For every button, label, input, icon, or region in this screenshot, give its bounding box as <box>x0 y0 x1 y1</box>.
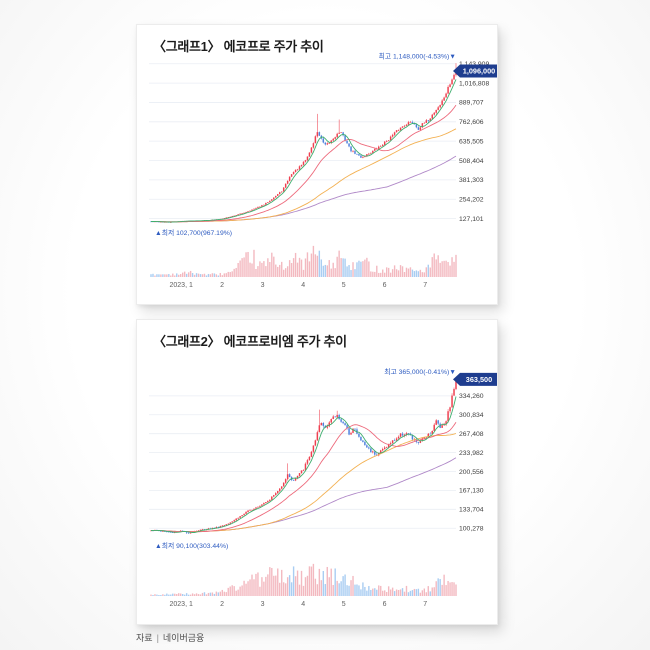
svg-text:233,982: 233,982 <box>459 450 484 457</box>
svg-text:5: 5 <box>342 601 346 608</box>
y-axis-labels: 334,260 300,834 267,408 233,982 200,556 167,1… <box>459 393 484 532</box>
high-annotation: 최고 1,148,000(-4.53%)▼ <box>379 52 456 61</box>
svg-text:167,130: 167,130 <box>459 488 484 495</box>
y-axis-labels: 1,143,9091,016,808889,707762,606635,5055… <box>459 61 489 223</box>
svg-text:6: 6 <box>383 601 387 608</box>
svg-text:3: 3 <box>261 282 265 289</box>
svg-text:267,408: 267,408 <box>459 431 484 438</box>
svg-text:635,505: 635,505 <box>459 138 484 145</box>
svg-text:3: 3 <box>261 601 265 608</box>
chart-card-ecoprobm: 〈그래프2〉 에코프로비엠 주가 추이 334,260 300,834 267,40… <box>136 319 498 625</box>
svg-text:100,278: 100,278 <box>459 526 484 533</box>
svg-text:1,096,000: 1,096,000 <box>463 67 495 76</box>
ma60-line <box>151 128 457 223</box>
volume-bars <box>150 563 457 596</box>
svg-text:200,556: 200,556 <box>459 469 484 476</box>
svg-text:133,704: 133,704 <box>459 507 484 514</box>
svg-text:1,016,808: 1,016,808 <box>459 80 489 87</box>
svg-text:4: 4 <box>301 282 305 289</box>
volume-bars <box>150 245 457 277</box>
low-annotation: ▲최저 90,100(303.44%) <box>155 541 228 550</box>
ma20-line <box>150 421 457 533</box>
source-label: 자료 <box>136 633 153 643</box>
ma5-line <box>150 396 457 533</box>
chart-card-ecopro: 〈그래프1〉 에코프로 주가 추이 1,143,9091,016,808889,… <box>136 24 498 305</box>
svg-text:300,834: 300,834 <box>459 412 484 419</box>
svg-text:6: 6 <box>383 282 387 289</box>
ma120-line <box>150 457 457 533</box>
svg-text:2: 2 <box>220 601 224 608</box>
svg-text:2023, 1: 2023, 1 <box>170 282 193 289</box>
svg-text:4: 4 <box>301 601 305 608</box>
candles <box>150 63 457 223</box>
svg-text:2: 2 <box>220 282 224 289</box>
svg-text:508,404: 508,404 <box>459 158 484 165</box>
low-annotation: ▲최저 102,700(967.19%) <box>155 228 232 237</box>
svg-text:2023, 1: 2023, 1 <box>170 601 193 608</box>
ma60-line <box>150 433 457 533</box>
chart1-plot: 1,143,9091,016,808889,707762,606635,5055… <box>137 25 497 304</box>
footer-divider: | <box>156 633 159 643</box>
x-axis-labels: 2023, 1 2 3 4 5 6 7 <box>170 601 428 608</box>
svg-text:127,101: 127,101 <box>459 216 484 223</box>
gridlines <box>149 63 456 219</box>
svg-text:363,500: 363,500 <box>466 375 492 384</box>
svg-text:334,260: 334,260 <box>459 393 484 400</box>
svg-text:381,303: 381,303 <box>459 177 484 184</box>
chart1-title: 〈그래프1〉 에코프로 주가 추이 <box>153 39 324 54</box>
svg-text:5: 5 <box>342 282 346 289</box>
source-caption: 자료 | 네이버금융 <box>136 631 204 644</box>
svg-text:762,606: 762,606 <box>459 119 484 126</box>
ma5-line <box>151 79 457 223</box>
gridlines <box>149 395 456 529</box>
ma20-line <box>151 104 457 223</box>
last-price-badge: 363,500 <box>453 372 497 386</box>
last-price-badge: 1,096,000 <box>453 64 497 78</box>
x-axis-labels: 2023, 1 2 3 4 5 6 7 <box>170 282 428 289</box>
svg-text:7: 7 <box>423 601 427 608</box>
chart2-plot: 334,260 300,834 267,408 233,982 200,556 167,1… <box>137 320 497 624</box>
high-annotation: 최고 365,000(-0.41%)▼ <box>384 367 456 376</box>
svg-text:254,202: 254,202 <box>459 197 484 204</box>
chart2-title: 〈그래프2〉 에코프로비엠 주가 추이 <box>153 334 347 349</box>
source-value: 네이버금융 <box>162 633 205 643</box>
svg-text:7: 7 <box>423 282 427 289</box>
candles <box>150 378 457 534</box>
svg-text:889,707: 889,707 <box>459 100 484 107</box>
